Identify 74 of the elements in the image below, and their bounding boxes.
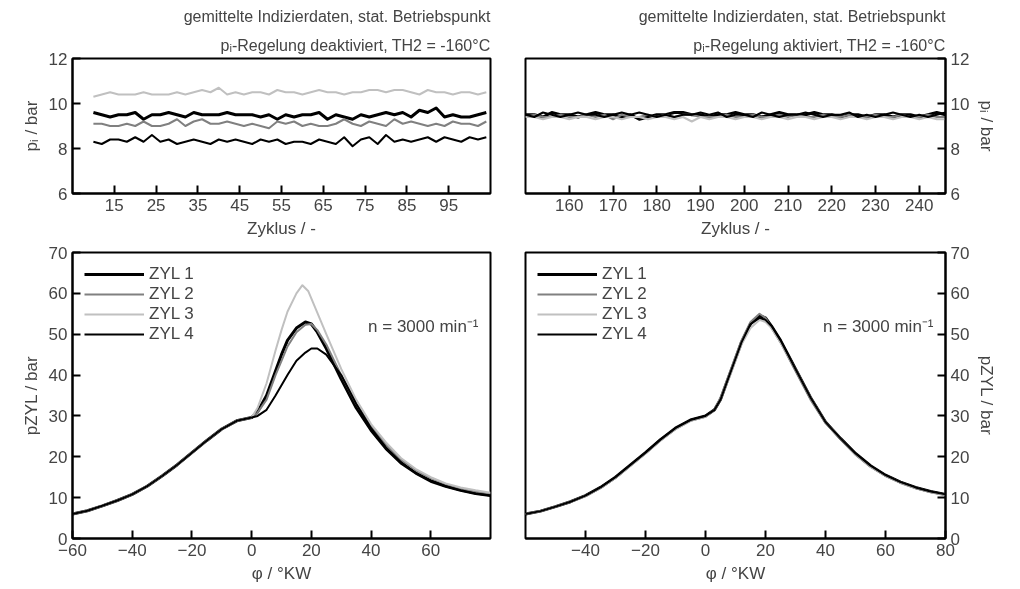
y-tick-label: 8 <box>58 139 68 159</box>
x-tick-label: 180 <box>642 195 671 215</box>
y2-tick-label: 10 <box>950 488 970 508</box>
x-tick-label: −40 <box>571 540 600 560</box>
x-tick-label: 240 <box>905 195 934 215</box>
x-axis-title: φ / °KW <box>251 563 312 583</box>
y-tick-label: 10 <box>48 488 68 508</box>
y2-tick-label: 6 <box>950 184 960 204</box>
y-axis-title: pᵢ / bar <box>21 100 41 152</box>
y2-tick-label: 30 <box>950 406 970 426</box>
y2-tick-label: 10 <box>950 94 970 114</box>
y-tick-label: 50 <box>48 325 68 345</box>
x-tick-label: 35 <box>188 195 208 215</box>
x-axis-title: Zyklus / - <box>247 218 316 238</box>
x-tick-label: 60 <box>876 540 895 560</box>
x-tick-label: 75 <box>355 195 375 215</box>
legend-label: ZYL 1 <box>149 264 194 284</box>
legend-label: ZYL 2 <box>149 284 194 304</box>
x-tick-label: 40 <box>816 540 835 560</box>
x-tick-label: 20 <box>301 540 321 560</box>
y-tick-label: 12 <box>48 49 68 69</box>
y2-tick-label: 60 <box>950 284 970 304</box>
x-tick-label: 230 <box>861 195 890 215</box>
y2-tick-label: 12 <box>950 49 970 69</box>
x-tick-label: −20 <box>631 540 660 560</box>
x-tick-label: 15 <box>104 195 124 215</box>
y-tick-label: 20 <box>48 447 68 467</box>
y2-axis-title: pᵢ / bar <box>977 100 997 152</box>
legend-label: ZYL 3 <box>149 304 194 324</box>
chart-subtitle: pᵢ-Regelung deaktiviert, TH2 = -160°C <box>220 36 491 54</box>
y-tick-label: 40 <box>48 366 68 386</box>
x-tick-label: 200 <box>730 195 759 215</box>
x-tick-label: 60 <box>421 540 441 560</box>
x-tick-label: 0 <box>700 540 711 560</box>
x-tick-label: 65 <box>313 195 333 215</box>
annotation: n = 3000 min⁻¹ <box>823 316 934 336</box>
legend-label: ZYL 4 <box>602 324 647 344</box>
x-tick-label: 45 <box>230 195 250 215</box>
x-tick-label: 170 <box>598 195 628 215</box>
y-tick-label: 60 <box>48 284 68 304</box>
annotation: n = 3000 min⁻¹ <box>368 316 479 336</box>
y2-tick-label: 40 <box>950 366 970 386</box>
x-tick-label: 25 <box>146 195 166 215</box>
x-tick-label: −40 <box>117 540 147 560</box>
x-tick-label: 55 <box>272 195 291 215</box>
chart-title: gemittelte Indizierdaten, stat. Betriebspunkt <box>638 7 947 25</box>
x-tick-label: 220 <box>817 195 846 215</box>
y2-tick-label: 70 <box>950 243 970 263</box>
x-tick-label: 85 <box>397 195 417 215</box>
x-tick-label: −20 <box>177 540 207 560</box>
x-tick-label: 40 <box>361 540 381 560</box>
chart-subtitle: pᵢ-Regelung aktiviert, TH2 = -160°C <box>693 36 946 54</box>
x-axis-title: Zyklus / - <box>701 218 770 238</box>
y-tick-label: 70 <box>48 243 68 263</box>
x-axis-title: φ / °KW <box>705 563 766 583</box>
y-tick-label: 6 <box>58 184 68 204</box>
legend-label: ZYL 4 <box>149 324 194 344</box>
legend-label: ZYL 3 <box>602 304 647 324</box>
chart-title: gemittelte Indizierdaten, stat. Betriebspunkt <box>183 7 492 25</box>
y-tick-label: 30 <box>48 406 68 426</box>
y-axis-title: pZYL / bar <box>21 356 41 436</box>
x-tick-label: 20 <box>756 540 775 560</box>
x-tick-label: 95 <box>439 195 459 215</box>
legend-label: ZYL 2 <box>602 284 647 304</box>
x-tick-label: 160 <box>555 195 584 215</box>
y2-axis-title: pZYL / bar <box>977 355 997 435</box>
x-tick-label: 0 <box>246 540 257 560</box>
y2-tick-label: 8 <box>950 139 960 159</box>
legend-label: ZYL 1 <box>602 264 647 284</box>
x-tick-label: 190 <box>686 195 715 215</box>
x-tick-label: 210 <box>773 195 803 215</box>
y2-tick-label: 20 <box>950 447 970 467</box>
y2-tick-label: 50 <box>950 325 970 345</box>
y-tick-label: 10 <box>48 94 68 114</box>
